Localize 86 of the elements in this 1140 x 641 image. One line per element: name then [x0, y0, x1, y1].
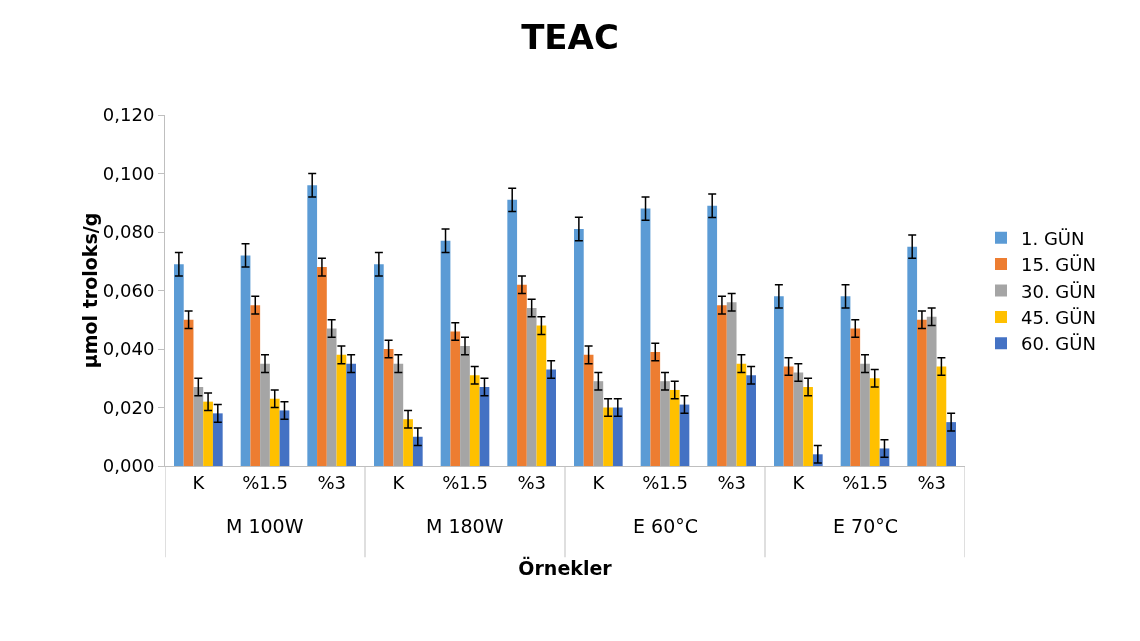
y-tick-label: 0,020 — [102, 396, 155, 418]
bar — [926, 316, 937, 466]
chart-title: TEAC — [521, 17, 619, 58]
bar — [250, 305, 261, 466]
x-tick-label: %3 — [317, 471, 346, 493]
bar — [803, 387, 813, 466]
bar — [346, 363, 356, 466]
legend-label: 45. GÜN — [1021, 306, 1096, 328]
x-tick-label: %1.5 — [642, 471, 688, 493]
bar — [203, 401, 213, 466]
bar — [526, 308, 537, 466]
y-tick-label: 0,120 — [102, 104, 155, 126]
bar — [869, 378, 880, 466]
x-tick-label: %1.5 — [442, 471, 488, 493]
x-tick-label: K — [592, 471, 606, 493]
bar — [946, 422, 956, 466]
y-tick-label: 0,000 — [102, 455, 155, 477]
x-tick-label: %3 — [717, 471, 746, 493]
bar — [917, 319, 927, 466]
x-tick-label: %3 — [517, 471, 546, 493]
bar — [260, 363, 270, 466]
bar — [907, 246, 918, 466]
bar — [507, 199, 518, 466]
bar — [403, 419, 413, 466]
bar — [307, 185, 318, 466]
bar — [783, 366, 794, 466]
bar — [707, 205, 718, 466]
bar — [726, 302, 737, 466]
bar — [546, 369, 556, 466]
text: E 70°C — [833, 515, 898, 537]
bar — [374, 264, 384, 466]
bar — [612, 407, 623, 466]
bar — [650, 351, 661, 466]
text: M 180W — [426, 515, 504, 537]
y-tick-label: 0,060 — [102, 279, 155, 301]
text: M 100W — [226, 515, 304, 537]
bar — [440, 240, 451, 466]
bar — [936, 366, 947, 466]
x-axis-title: Örnekler — [518, 556, 613, 580]
bar — [669, 389, 680, 466]
bar — [383, 349, 394, 466]
bar — [860, 363, 870, 466]
bar — [240, 255, 251, 466]
bar — [317, 267, 327, 466]
x-tick-label: %1.5 — [242, 471, 288, 493]
bar — [850, 328, 861, 466]
bar — [640, 208, 651, 466]
text: E 60°C — [633, 515, 698, 537]
legend-label: 30. GÜN — [1021, 280, 1096, 302]
y-tick-label: 0,080 — [102, 221, 155, 243]
bar — [326, 328, 337, 466]
bar — [840, 296, 851, 466]
bar — [412, 436, 423, 466]
bar — [774, 296, 784, 466]
bar — [574, 229, 584, 466]
bar — [793, 372, 804, 466]
x-tick-label: %1.5 — [842, 471, 888, 493]
legend-label: 1. GÜN — [1021, 227, 1085, 249]
x-tick-label: K — [792, 471, 806, 493]
bar — [469, 375, 480, 466]
x-tick-label: %3 — [917, 471, 946, 493]
y-tick-label: 0,040 — [102, 338, 155, 360]
bar — [583, 354, 594, 466]
bar — [269, 398, 280, 466]
legend-label: 60. GÜN — [1021, 333, 1096, 355]
x-tick-label: K — [192, 471, 206, 493]
bar — [536, 325, 547, 466]
bar — [450, 331, 461, 466]
y-axis-title: µmol troloks/g — [78, 212, 101, 369]
bar — [336, 354, 347, 466]
bar — [603, 407, 613, 466]
bar — [460, 346, 470, 466]
bar — [736, 363, 747, 466]
bar — [212, 413, 223, 466]
bar — [717, 305, 727, 466]
bar — [746, 375, 756, 466]
y-tick-label: 0,100 — [102, 162, 155, 184]
bar — [193, 387, 204, 466]
legend-label: 15. GÜN — [1021, 254, 1096, 276]
x-tick-label: K — [392, 471, 406, 493]
bar — [517, 284, 527, 466]
bar — [183, 319, 194, 466]
bar — [393, 363, 404, 466]
bar — [593, 381, 604, 466]
bar — [174, 264, 184, 466]
bar — [660, 381, 670, 466]
